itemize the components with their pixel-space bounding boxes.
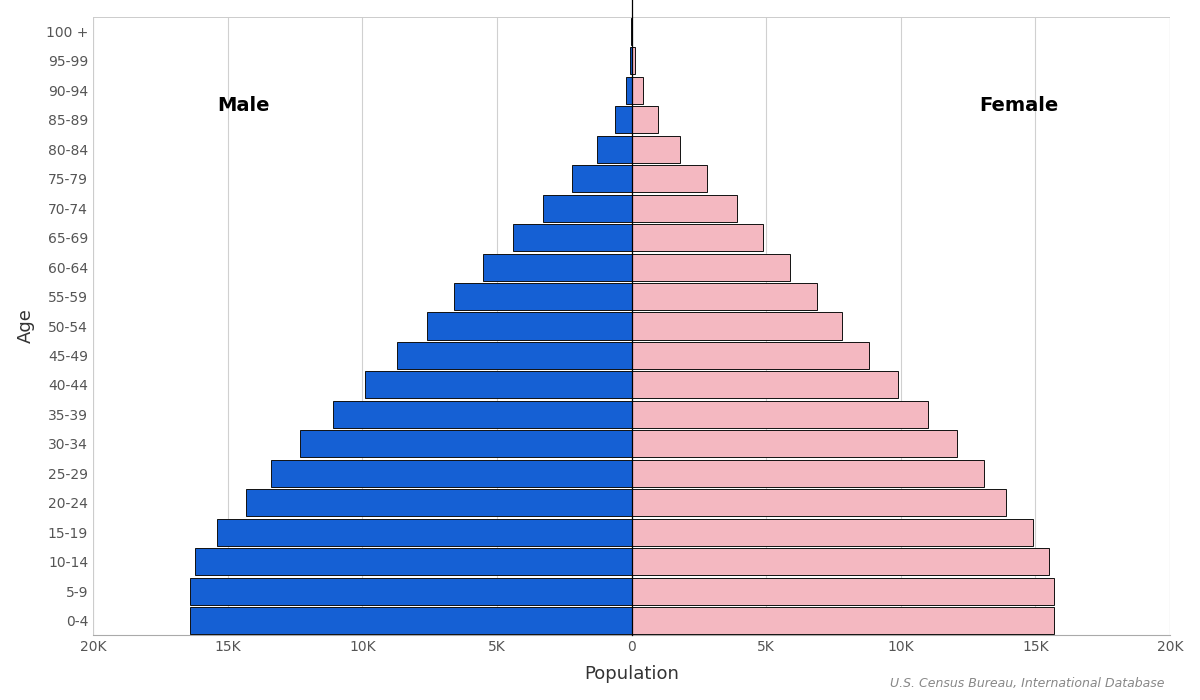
Bar [427, 312, 631, 340]
Bar [454, 283, 631, 310]
Bar [484, 253, 631, 281]
Bar [631, 253, 791, 281]
Bar [300, 430, 631, 457]
Bar [630, 48, 631, 74]
Bar [631, 607, 1055, 634]
Bar [190, 578, 631, 605]
Bar [631, 165, 707, 192]
Bar [631, 578, 1055, 605]
Bar [246, 489, 631, 517]
Bar [631, 77, 643, 104]
Bar [631, 460, 984, 487]
X-axis label: Population: Population [584, 665, 679, 683]
Bar [217, 519, 631, 546]
Bar [631, 48, 635, 74]
Text: U.S. Census Bureau, International Database: U.S. Census Bureau, International Databa… [889, 676, 1164, 690]
Bar [514, 224, 631, 251]
Bar [397, 342, 631, 369]
Bar [631, 136, 680, 163]
Text: Male: Male [217, 96, 270, 115]
Bar [542, 195, 631, 222]
Bar [631, 401, 928, 428]
Bar [626, 77, 631, 104]
Bar [271, 460, 631, 487]
Bar [631, 224, 763, 251]
Bar [631, 195, 737, 222]
Bar [631, 519, 1033, 546]
Bar [631, 312, 841, 340]
Bar [190, 607, 631, 634]
Bar [631, 430, 958, 457]
Bar [596, 136, 631, 163]
Bar [631, 372, 898, 398]
Bar [365, 372, 631, 398]
Bar [332, 401, 631, 428]
Bar [631, 106, 659, 133]
Bar [631, 283, 817, 310]
Text: Female: Female [979, 96, 1058, 115]
Bar [631, 489, 1006, 517]
Bar [631, 342, 869, 369]
Bar [196, 548, 631, 575]
Bar [616, 106, 631, 133]
Bar [572, 165, 631, 192]
Y-axis label: Age: Age [17, 309, 35, 344]
Bar [631, 548, 1049, 575]
